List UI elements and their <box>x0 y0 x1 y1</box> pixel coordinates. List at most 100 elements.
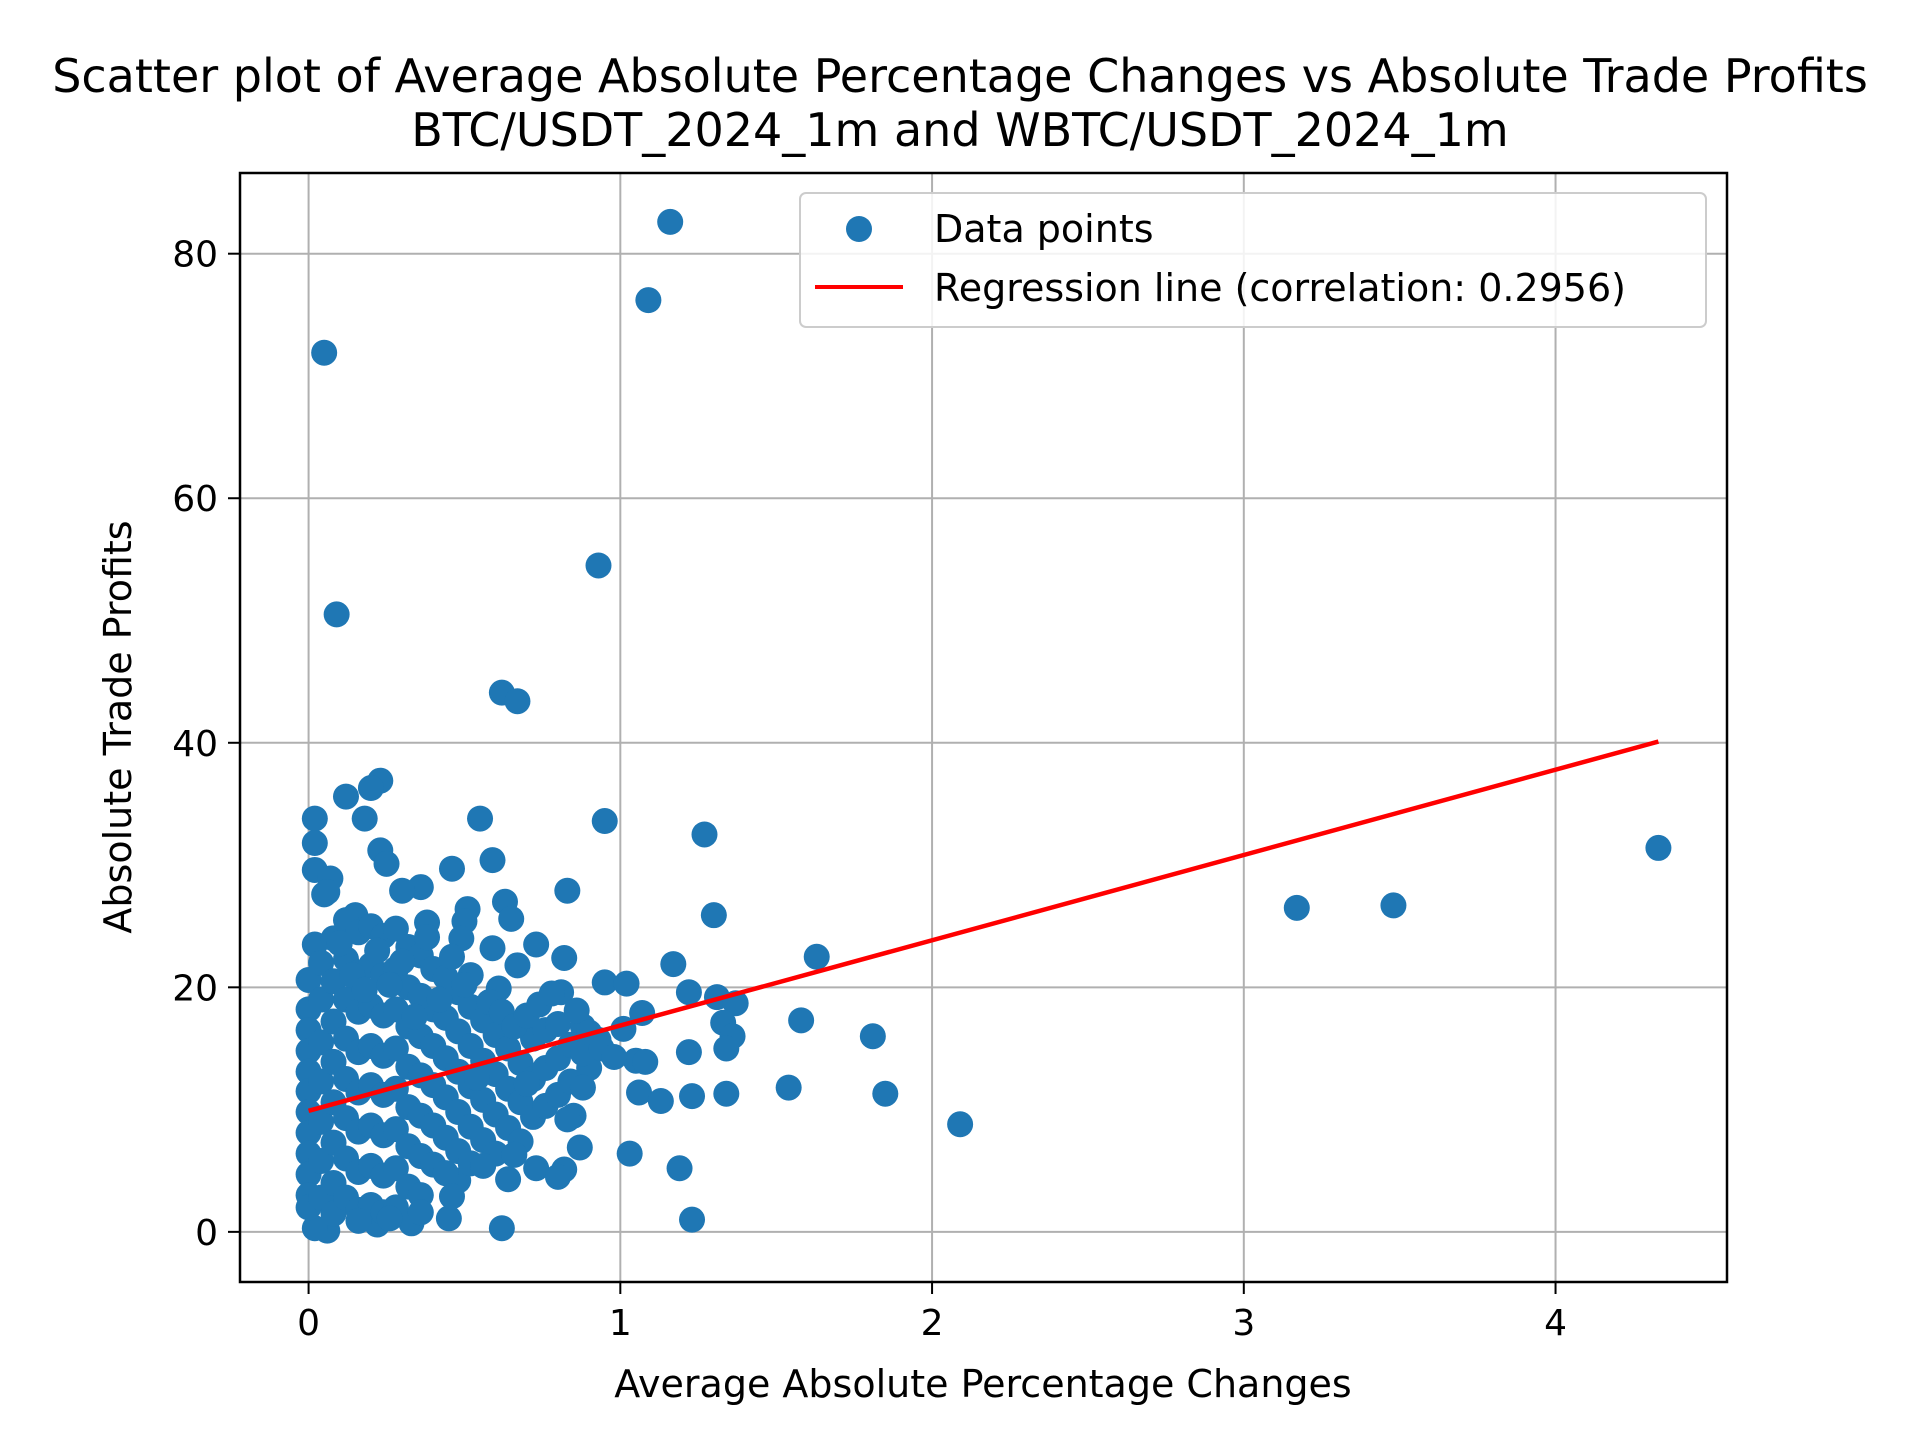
chart-title: Scatter plot of Average Absolute Percent… <box>52 49 1868 103</box>
data-point <box>479 847 506 874</box>
plot-area-frame <box>238 171 1729 1284</box>
data-point <box>326 930 353 957</box>
data-point <box>504 688 531 715</box>
data-point <box>301 1215 328 1242</box>
data-point <box>308 1147 335 1174</box>
y-tick-label: 60 <box>172 479 218 520</box>
data-point <box>382 1155 409 1182</box>
data-point <box>691 821 718 848</box>
data-point <box>585 552 612 579</box>
y-tick-label: 40 <box>172 724 218 765</box>
data-point <box>426 986 453 1013</box>
data-point <box>563 997 590 1024</box>
data-point <box>1283 894 1310 921</box>
data-point <box>513 1070 540 1097</box>
data-point <box>376 971 403 998</box>
data-point <box>1645 834 1672 861</box>
data-point <box>554 877 581 904</box>
data-point <box>345 1207 372 1234</box>
data-point <box>675 979 702 1006</box>
data-points <box>295 208 1672 1244</box>
data-point <box>401 1003 428 1030</box>
legend: Data points Regression line (correlation… <box>799 192 1707 328</box>
chart-subtitle: BTC/USDT_2024_1m and WBTC/USDT_2024_1m <box>411 103 1509 157</box>
data-point <box>308 1029 335 1056</box>
data-point <box>435 1205 462 1232</box>
x-tick-label: 2 <box>921 1303 944 1344</box>
data-point <box>1380 892 1407 919</box>
data-point <box>301 805 328 832</box>
data-point <box>332 783 359 810</box>
data-point <box>308 949 335 976</box>
data-point <box>364 937 391 964</box>
data-point <box>591 969 618 996</box>
data-point <box>382 915 409 942</box>
data-point <box>351 976 378 1003</box>
x-tick-label: 0 <box>297 1303 320 1344</box>
data-point <box>713 1035 740 1062</box>
data-point <box>947 1111 974 1138</box>
legend-label-data-points: Data points <box>934 207 1154 251</box>
data-point <box>382 1035 409 1062</box>
x-tick-label: 3 <box>1232 1303 1255 1344</box>
data-point <box>635 287 662 314</box>
y-tick-label: 0 <box>195 1213 218 1254</box>
data-point <box>566 1134 593 1161</box>
data-point <box>498 905 525 932</box>
y-tick-label: 80 <box>172 235 218 276</box>
data-point <box>495 1166 522 1193</box>
data-point <box>713 1080 740 1107</box>
data-point <box>488 1215 515 1242</box>
data-point <box>504 952 531 979</box>
data-point <box>501 1141 528 1168</box>
data-point <box>376 1205 403 1232</box>
data-point <box>544 1011 571 1038</box>
data-point <box>700 902 727 929</box>
data-point <box>538 980 565 1007</box>
data-point <box>438 943 465 970</box>
y-axis-ticks: 0 20 40 60 80 <box>172 235 240 1254</box>
data-point <box>389 948 416 975</box>
y-axis-label: Absolute Trade Profits <box>96 520 140 933</box>
data-point <box>666 1155 693 1182</box>
data-point <box>632 1048 659 1075</box>
data-point <box>389 877 416 904</box>
regression-layer <box>307 739 1660 1113</box>
x-axis-ticks: 0 1 2 3 4 <box>297 1282 1567 1344</box>
legend-label-regression-line: Regression line (correlation: 0.2956) <box>934 266 1626 310</box>
data-point <box>407 1199 434 1226</box>
data-point <box>467 805 494 832</box>
data-point <box>775 1074 802 1101</box>
data-point <box>675 1039 702 1066</box>
data-point <box>323 601 350 628</box>
data-point <box>470 1152 497 1179</box>
data-point <box>551 944 578 971</box>
data-point <box>373 850 400 877</box>
data-point <box>647 1088 674 1115</box>
data-point <box>872 1080 899 1107</box>
data-point <box>308 1068 335 1095</box>
data-point <box>679 1206 706 1233</box>
data-point <box>351 805 378 832</box>
data-point <box>311 339 338 366</box>
data-point <box>414 924 441 951</box>
data-point <box>463 1064 490 1091</box>
data-point <box>308 986 335 1013</box>
x-tick-label: 1 <box>609 1303 632 1344</box>
data-point <box>544 1163 571 1190</box>
data-point <box>859 1023 886 1050</box>
data-point <box>803 943 830 970</box>
data-point <box>660 951 687 978</box>
data-point <box>569 1074 596 1101</box>
data-point <box>679 1083 706 1110</box>
data-point <box>301 830 328 857</box>
data-point <box>554 1106 581 1133</box>
x-tick-label: 4 <box>1544 1303 1567 1344</box>
data-point <box>523 1155 550 1182</box>
legend-marker-data-points <box>846 216 872 242</box>
data-point <box>626 1079 653 1106</box>
data-point <box>479 935 506 962</box>
x-axis-label: Average Absolute Percentage Changes <box>614 1362 1351 1406</box>
data-point <box>591 808 618 835</box>
